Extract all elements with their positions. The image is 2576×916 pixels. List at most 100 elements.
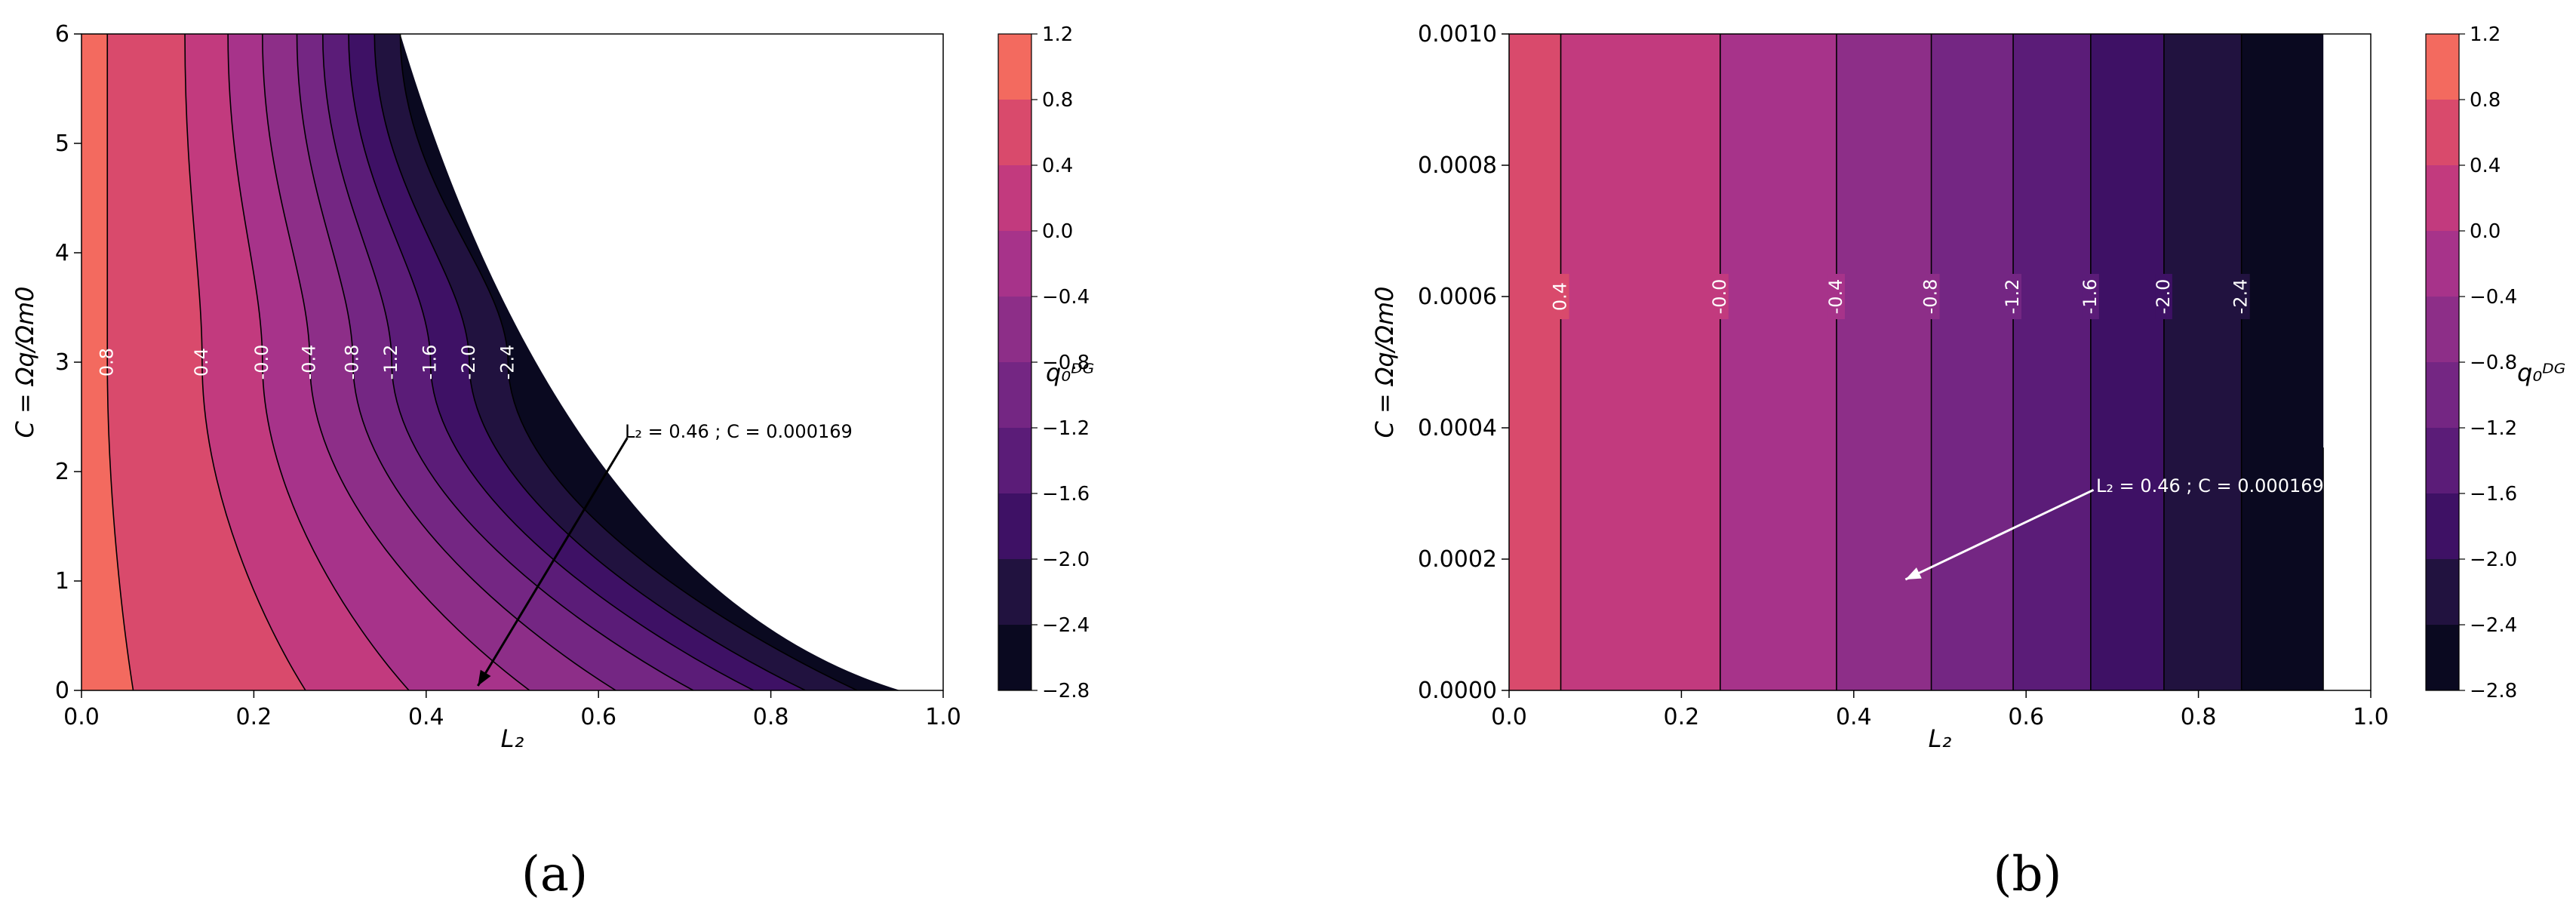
colorbar-b-swatch	[2426, 231, 2459, 297]
chart-a-contour-line	[348, 34, 755, 690]
chart-a-y-tick-label: 3	[55, 349, 69, 376]
chart-a: 0.8 0.4 -0.0 -0.4 -0.8 -1.2 -1.6 -2.0 -2.4 0.0 0.2…	[55, 21, 961, 730]
chart-b-band	[1560, 34, 1720, 690]
colorbar-b-tick-label: 0.0	[2470, 220, 2501, 243]
chart-b-y-tick-label: 0.0008	[1418, 152, 1497, 179]
chart-a-y-tick-label: 1	[55, 568, 69, 595]
chart-b-band	[1931, 34, 2014, 690]
chart-a-x-tick-label: 0.4	[408, 704, 444, 730]
chart-a-contour-label: -0.4	[299, 345, 320, 380]
colorbar-b-tick-label: −0.4	[2470, 286, 2517, 309]
chart-b-frame	[1508, 33, 2372, 691]
chart-b-x-tick-label: 1.0	[2353, 704, 2389, 730]
chart-a-contour-label: -0.8	[342, 345, 363, 380]
colorbar-b-tick-label: −0.8	[2470, 352, 2517, 374]
chart-b-x-tick-label: 0.0	[1491, 704, 1527, 730]
chart-b-panel-label: (b)	[1993, 847, 2062, 902]
chart-a-contour-line	[262, 34, 530, 690]
chart-a-annotation-arrow	[477, 437, 629, 687]
chart-a-y-axis-label: C = Ωq/Ωm0	[11, 286, 39, 438]
chart-a-y-tick-label: 2	[55, 459, 69, 485]
colorbar-b-tick-label: 0.8	[2470, 89, 2501, 112]
chart-b-y-tick-label: 0.0004	[1418, 415, 1497, 441]
colorbar-a: 1.2 0.8 0.4 0.0 −0.4 −0.8 −1.2 −1.6 −2.0 −2.4 −2.8	[998, 23, 1090, 702]
chart-b-x-axis-label: L₂	[1929, 724, 1952, 753]
chart-b-contour-label: -2.4	[2230, 279, 2252, 315]
chart-b-contour-label-bg	[2233, 274, 2250, 319]
colorbar-a-tick-label: 0.8	[1042, 89, 1073, 112]
chart-a-contour-label: -2.4	[496, 345, 518, 380]
colorbar-a-swatch	[998, 100, 1031, 166]
chart-b-contour-label: -0.4	[1825, 279, 1846, 315]
colorbar-a-tick-label: 0.4	[1042, 155, 1073, 177]
chart-b-contour-label-bg	[2005, 274, 2022, 319]
colorbar-b-tick-label: 1.2	[2470, 23, 2501, 46]
chart-a-x-tick-label: 0.6	[580, 704, 616, 730]
colorbar-a-tick-label: −2.8	[1042, 680, 1090, 702]
chart-b-contour-label: -0.0	[1709, 279, 1730, 315]
chart-a-x-tick-label: 0.2	[236, 704, 272, 730]
colorbar-a-swatch	[998, 297, 1031, 363]
chart-b: 0.4 -0.0 -0.4 -0.8 -1.2 -1.6 -2.0 -2.4 0.0 0.2 0.4…	[1418, 21, 2389, 730]
colorbar-b-swatch	[2426, 34, 2459, 100]
colorbar-b-tick-label: −1.6	[2470, 483, 2517, 506]
chart-a-contour-label: 0.4	[191, 348, 212, 377]
chart-b-contour-label-bg	[1711, 274, 1729, 319]
chart-b-y-tick-label: 0.0006	[1418, 284, 1497, 310]
colorbar-b-swatch	[2426, 362, 2459, 429]
chart-a-contour-label: -1.2	[380, 345, 401, 380]
chart-a-contour-line	[227, 34, 410, 690]
chart-b-annotation-arrow	[1904, 488, 2095, 581]
colorbar-a-swatch	[998, 165, 1031, 232]
chart-a-x-axis-label: L₂	[501, 724, 524, 753]
colorbar-a-tick-label: −2.4	[1042, 614, 1090, 637]
chart-b-band	[2163, 34, 2242, 690]
colorbar-a-tick-label: −1.2	[1042, 417, 1090, 440]
chart-b-contour-label-bg	[1827, 274, 1845, 319]
colorbar-a-swatch	[998, 231, 1031, 297]
chart-a-contour-label: -0.0	[251, 345, 272, 380]
colorbar-b: 1.2 0.8 0.4 0.0 −0.4 −0.8 −1.2 −1.6 −2.0 −2.4 −2.8	[2425, 23, 2517, 702]
colorbar-b-tick-label: −2.4	[2470, 614, 2517, 637]
chart-b-band	[2090, 34, 2164, 690]
chart-b-x-tick-label: 0.4	[1836, 704, 1872, 730]
colorbar-a-tick-label: 0.0	[1042, 220, 1073, 243]
chart-a-y-tick-label: 0	[55, 678, 69, 704]
colorbar-b-swatch	[2426, 428, 2459, 494]
colorbar-a-tick-label: −0.4	[1042, 286, 1090, 309]
chart-b-contour-label: -1.2	[2002, 279, 2023, 315]
chart-b-band	[1720, 34, 1837, 690]
colorbar-b-swatch	[2426, 625, 2459, 691]
chart-a-x-tick-label: 0.0	[63, 704, 100, 730]
colorbar-a-swatch	[998, 625, 1031, 691]
chart-b-y-tick-label: 0.0000	[1418, 678, 1497, 704]
chart-b-annotation-arrowhead	[1905, 567, 1922, 579]
colorbar-a-swatch	[998, 428, 1031, 494]
colorbar-a-tick-label: 1.2	[1042, 23, 1073, 46]
colorbar-b-tick-label: 0.4	[2470, 155, 2501, 177]
colorbar-a-tick-label: −2.0	[1042, 549, 1090, 571]
chart-b-contour-label: -1.6	[2080, 279, 2101, 315]
chart-b-contour-label-bg	[1552, 274, 1569, 319]
chart-b-y-tick-label: 0.0010	[1418, 21, 1497, 48]
chart-a-contour-label: 0.8	[96, 348, 117, 377]
colorbar-b-tick-label: −2.0	[2470, 549, 2517, 571]
chart-a-contour-line	[184, 34, 306, 690]
chart-b-y-axis-label: C = Ωq/Ωm0	[1370, 286, 1399, 438]
colorbar-b-swatch	[2426, 165, 2459, 232]
chart-a-x-tick-label: 0.8	[753, 704, 789, 730]
chart-a-contour-line	[373, 34, 806, 690]
chart-b-x-tick-label: 0.2	[1664, 704, 1700, 730]
chart-a-undefined-region	[400, 34, 943, 690]
chart-b-band	[1509, 34, 1561, 690]
chart-a-contour-line	[321, 34, 694, 690]
chart-b-contour-label: -2.0	[2153, 279, 2174, 315]
chart-b-annotation: L₂ = 0.46 ; C = 0.000169	[2096, 475, 2324, 496]
colorbar-b-swatch	[2426, 100, 2459, 166]
chart-b-x-tick-label: 0.8	[2181, 704, 2217, 730]
chart-a-y-tick-label: 5	[55, 131, 69, 157]
chart-b-plot-area	[1509, 34, 2324, 690]
colorbar-a-swatch	[998, 493, 1031, 560]
chart-a-contour-label: -1.6	[420, 345, 441, 380]
